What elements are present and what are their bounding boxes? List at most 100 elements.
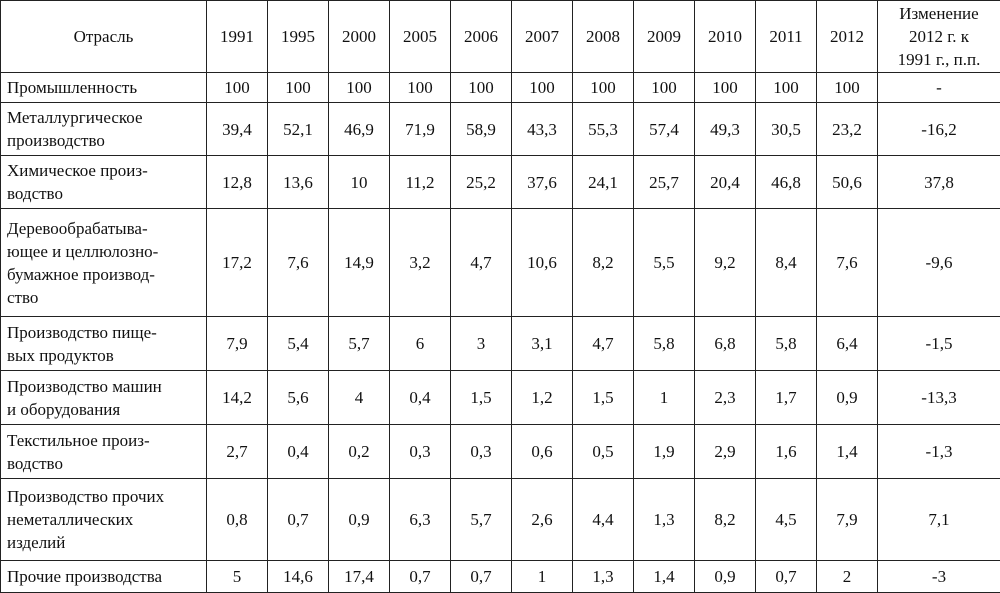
value-cell: 7,9 — [817, 479, 878, 561]
value-cell: 0,7 — [268, 479, 329, 561]
value-cell: 5,5 — [634, 209, 695, 317]
value-cell: 0,9 — [695, 561, 756, 593]
value-cell: 14,2 — [207, 371, 268, 425]
value-cell: 12,8 — [207, 156, 268, 209]
value-cell: -13,3 — [878, 371, 1000, 425]
industry-cell: Деревообрабатыва- ющее и целлюлозно- бум… — [1, 209, 207, 317]
header-cell: Изменение 2012 г. к 1991 г., п.п. — [878, 1, 1000, 73]
value-cell: 100 — [390, 73, 451, 103]
industry-cell: Промышленность — [1, 73, 207, 103]
value-cell: 14,6 — [268, 561, 329, 593]
value-cell: 100 — [573, 73, 634, 103]
value-cell: -9,6 — [878, 209, 1000, 317]
value-cell: 1,3 — [634, 479, 695, 561]
value-cell: 4,4 — [573, 479, 634, 561]
value-cell: 3,1 — [512, 317, 573, 371]
value-cell: 0,6 — [512, 425, 573, 479]
data-row: Производство прочих неметаллических изде… — [1, 479, 1000, 561]
header-cell: 1991 — [207, 1, 268, 73]
value-cell: 10,6 — [512, 209, 573, 317]
value-cell: 71,9 — [390, 103, 451, 156]
header-cell: 1995 — [268, 1, 329, 73]
value-cell: 20,4 — [695, 156, 756, 209]
value-cell: 8,2 — [573, 209, 634, 317]
industry-cell: Химическое произ- водство — [1, 156, 207, 209]
value-cell: 100 — [268, 73, 329, 103]
value-cell: 5 — [207, 561, 268, 593]
value-cell: 2,7 — [207, 425, 268, 479]
industry-cell: Текстильное произ- водство — [1, 425, 207, 479]
value-cell: 43,3 — [512, 103, 573, 156]
value-cell: 100 — [451, 73, 512, 103]
value-cell: 10 — [329, 156, 390, 209]
value-cell: 17,4 — [329, 561, 390, 593]
value-cell: 13,6 — [268, 156, 329, 209]
header-cell: 2009 — [634, 1, 695, 73]
value-cell: 3 — [451, 317, 512, 371]
value-cell: 17,2 — [207, 209, 268, 317]
value-cell: 0,5 — [573, 425, 634, 479]
value-cell: 8,2 — [695, 479, 756, 561]
value-cell: 30,5 — [756, 103, 817, 156]
value-cell: 1,7 — [756, 371, 817, 425]
value-cell: 4,5 — [756, 479, 817, 561]
value-cell: 7,6 — [268, 209, 329, 317]
value-cell: 2,3 — [695, 371, 756, 425]
header-cell: 2010 — [695, 1, 756, 73]
value-cell: 11,2 — [390, 156, 451, 209]
value-cell: 49,3 — [695, 103, 756, 156]
value-cell: 6,8 — [695, 317, 756, 371]
value-cell: 25,7 — [634, 156, 695, 209]
header-cell: 2000 — [329, 1, 390, 73]
data-row: Деревообрабатыва- ющее и целлюлозно- бум… — [1, 209, 1000, 317]
value-cell: 14,9 — [329, 209, 390, 317]
value-cell: 0,7 — [451, 561, 512, 593]
value-cell: 4 — [329, 371, 390, 425]
value-cell: 0,4 — [390, 371, 451, 425]
value-cell: 0,9 — [329, 479, 390, 561]
value-cell: 2,6 — [512, 479, 573, 561]
industry-cell: Производство прочих неметаллических изде… — [1, 479, 207, 561]
industry-cell: Металлургическое производство — [1, 103, 207, 156]
header-cell: 2007 — [512, 1, 573, 73]
header-cell: 2012 — [817, 1, 878, 73]
value-cell: 0,2 — [329, 425, 390, 479]
header-cell: 2006 — [451, 1, 512, 73]
value-cell: 0,3 — [451, 425, 512, 479]
value-cell: 5,7 — [329, 317, 390, 371]
value-cell: 2,9 — [695, 425, 756, 479]
value-cell: 0,8 — [207, 479, 268, 561]
value-cell: 9,2 — [695, 209, 756, 317]
value-cell: - — [878, 73, 1000, 103]
value-cell: 0,4 — [268, 425, 329, 479]
value-cell: 25,2 — [451, 156, 512, 209]
value-cell: 23,2 — [817, 103, 878, 156]
value-cell: 46,9 — [329, 103, 390, 156]
value-cell: 5,7 — [451, 479, 512, 561]
value-cell: 1,4 — [634, 561, 695, 593]
value-cell: 6,3 — [390, 479, 451, 561]
value-cell: 57,4 — [634, 103, 695, 156]
value-cell: 1,5 — [451, 371, 512, 425]
header-cell: 2005 — [390, 1, 451, 73]
value-cell: 7,9 — [207, 317, 268, 371]
value-cell: 100 — [634, 73, 695, 103]
value-cell: 52,1 — [268, 103, 329, 156]
value-cell: 39,4 — [207, 103, 268, 156]
value-cell: 1,3 — [573, 561, 634, 593]
value-cell: 8,4 — [756, 209, 817, 317]
value-cell: 6,4 — [817, 317, 878, 371]
value-cell: 1,9 — [634, 425, 695, 479]
value-cell: 1 — [634, 371, 695, 425]
value-cell: 5,6 — [268, 371, 329, 425]
value-cell: 0,3 — [390, 425, 451, 479]
value-cell: 5,8 — [634, 317, 695, 371]
value-cell: 58,9 — [451, 103, 512, 156]
